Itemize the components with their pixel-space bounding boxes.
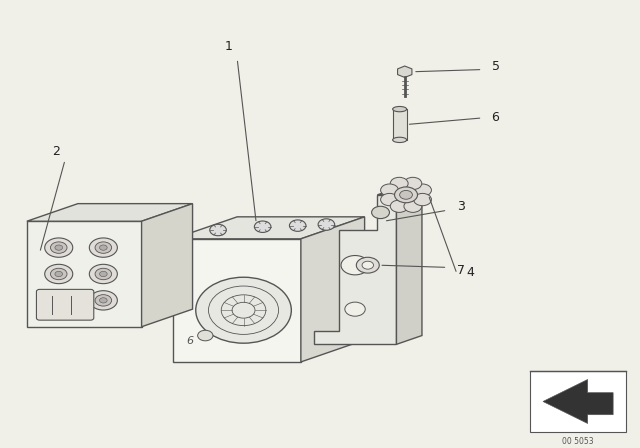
Text: 7: 7 <box>457 264 465 277</box>
Circle shape <box>356 257 380 273</box>
Bar <box>393 109 406 140</box>
Polygon shape <box>301 217 365 362</box>
Polygon shape <box>173 217 365 239</box>
Circle shape <box>341 255 369 275</box>
Circle shape <box>381 194 399 206</box>
Circle shape <box>289 220 306 231</box>
Circle shape <box>45 291 73 310</box>
Polygon shape <box>173 239 301 362</box>
Text: 2: 2 <box>52 145 60 158</box>
Text: 1: 1 <box>225 40 232 53</box>
Circle shape <box>318 219 335 230</box>
Circle shape <box>100 298 107 303</box>
Circle shape <box>345 302 365 316</box>
Circle shape <box>51 242 67 253</box>
Text: 4: 4 <box>467 266 474 279</box>
Text: 3: 3 <box>457 200 465 213</box>
Circle shape <box>45 238 73 257</box>
Circle shape <box>254 221 271 233</box>
Polygon shape <box>397 66 412 78</box>
Circle shape <box>55 298 63 303</box>
Circle shape <box>413 194 431 206</box>
Polygon shape <box>314 195 396 345</box>
Polygon shape <box>396 186 422 345</box>
Circle shape <box>196 277 291 343</box>
Circle shape <box>100 245 107 250</box>
Polygon shape <box>141 204 193 327</box>
Polygon shape <box>378 186 422 195</box>
Circle shape <box>51 295 67 306</box>
Text: 00 5053: 00 5053 <box>563 437 594 446</box>
Circle shape <box>390 200 408 212</box>
Circle shape <box>95 242 111 253</box>
Circle shape <box>210 224 227 236</box>
Circle shape <box>362 261 374 269</box>
Circle shape <box>372 206 390 219</box>
Circle shape <box>390 177 408 190</box>
Polygon shape <box>543 379 613 423</box>
Circle shape <box>55 245 63 250</box>
Circle shape <box>413 184 431 196</box>
Polygon shape <box>27 204 193 221</box>
Circle shape <box>90 238 117 257</box>
Circle shape <box>55 271 63 276</box>
Circle shape <box>404 177 422 190</box>
Circle shape <box>90 264 117 284</box>
Circle shape <box>51 268 67 280</box>
Circle shape <box>381 184 399 196</box>
Ellipse shape <box>393 107 406 112</box>
Circle shape <box>399 190 412 199</box>
Circle shape <box>95 268 111 280</box>
Text: 5: 5 <box>492 60 500 73</box>
Bar <box>531 370 626 432</box>
Polygon shape <box>27 221 141 327</box>
Circle shape <box>100 271 107 276</box>
Ellipse shape <box>393 137 406 142</box>
Text: 6: 6 <box>186 336 193 346</box>
Circle shape <box>45 264 73 284</box>
Circle shape <box>90 291 117 310</box>
Text: 6: 6 <box>491 112 499 125</box>
Circle shape <box>95 295 111 306</box>
Circle shape <box>404 200 422 212</box>
FancyBboxPatch shape <box>36 289 94 320</box>
Circle shape <box>198 330 213 341</box>
Circle shape <box>394 187 417 203</box>
